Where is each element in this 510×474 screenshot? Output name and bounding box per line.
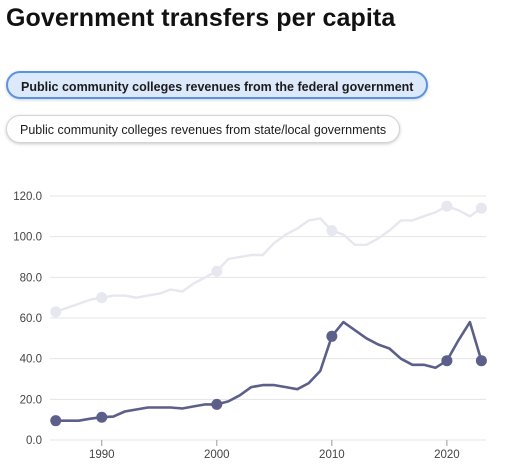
data-point-federal bbox=[326, 330, 338, 342]
series-toggle-federal[interactable]: Public community colleges revenues from … bbox=[6, 71, 429, 99]
data-point-state-local bbox=[50, 306, 62, 318]
x-tick-label: 2000 bbox=[204, 449, 230, 461]
x-tick-label: 1990 bbox=[89, 449, 115, 461]
data-point-state-local bbox=[326, 225, 338, 237]
y-tick-label: 60.0 bbox=[20, 313, 42, 325]
data-point-federal bbox=[441, 355, 453, 367]
y-tick-label: 120.0 bbox=[13, 191, 42, 203]
page-title: Government transfers per capita bbox=[6, 4, 396, 32]
data-point-federal bbox=[475, 355, 487, 367]
data-point-federal bbox=[50, 415, 62, 427]
y-tick-label: 20.0 bbox=[20, 394, 42, 406]
series-line-state-local bbox=[54, 205, 483, 314]
x-tick-label: 2020 bbox=[434, 449, 460, 461]
y-tick-label: 100.0 bbox=[13, 232, 42, 244]
data-point-state-local bbox=[211, 265, 223, 277]
data-point-state-local bbox=[441, 200, 453, 212]
series-toggle-state-local[interactable]: Public community colleges revenues from … bbox=[6, 115, 401, 143]
y-tick-label: 0.0 bbox=[26, 435, 42, 447]
y-tick-label: 80.0 bbox=[20, 272, 42, 284]
series-line-federal bbox=[54, 320, 483, 422]
line-chart: 0.0 20.0 40.0 60.0 80.0 100.0 120.0 1990 2000 201… bbox=[13, 191, 487, 461]
data-point-state-local bbox=[475, 202, 487, 214]
data-point-state-local bbox=[96, 292, 108, 304]
data-point-federal bbox=[96, 411, 108, 423]
y-tick-label: 40.0 bbox=[20, 354, 42, 366]
data-point-federal bbox=[211, 398, 223, 410]
x-tick-label: 2010 bbox=[319, 449, 345, 461]
